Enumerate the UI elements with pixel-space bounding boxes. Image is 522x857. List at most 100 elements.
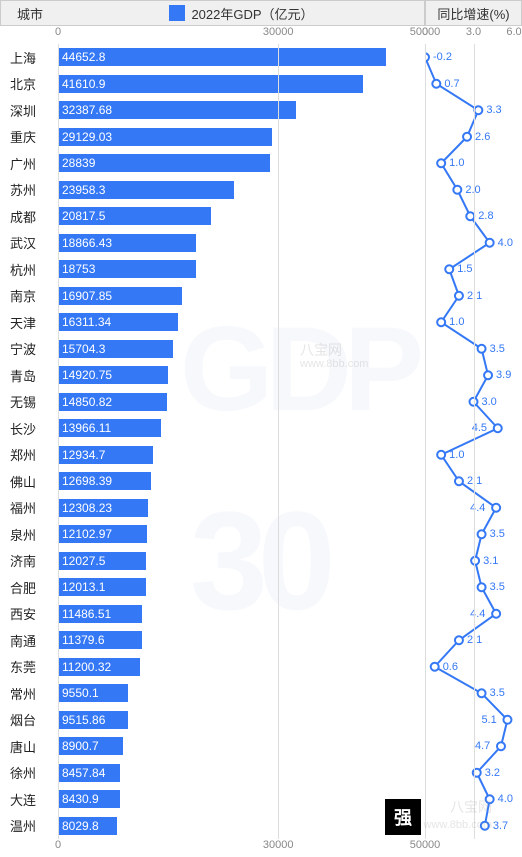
bar-row: 徐州8457.84 — [0, 760, 425, 787]
city-label: 重庆 — [0, 127, 58, 146]
growth-point — [437, 318, 445, 326]
growth-point-label: 1.0 — [449, 316, 464, 328]
bar: 12308.23 — [58, 499, 148, 517]
right-header: 同比增速(%) — [425, 0, 522, 26]
city-label: 西安 — [0, 604, 58, 623]
bar-container: 8430.9 — [58, 790, 425, 808]
bar-value: 14920.75 — [62, 368, 112, 382]
growth-point-label: 3.1 — [483, 555, 498, 567]
growth-point — [432, 80, 440, 88]
bar-value: 41610.9 — [62, 77, 105, 91]
bar: 12102.97 — [58, 525, 147, 543]
city-label: 泉州 — [0, 525, 58, 544]
city-label: 广州 — [0, 154, 58, 173]
bar: 16907.85 — [58, 287, 182, 305]
growth-point — [445, 265, 453, 273]
growth-point — [478, 345, 486, 353]
bar-value: 15704.3 — [62, 342, 105, 356]
growth-point-label: 0.7 — [444, 78, 459, 90]
bar-container: 13966.11 — [58, 419, 425, 437]
bar: 16311.34 — [58, 313, 178, 331]
bar-axis-tick: 30000 — [263, 839, 294, 851]
growth-point-label: 4.4 — [470, 608, 485, 620]
bar: 12698.39 — [58, 472, 151, 490]
bar: 8430.9 — [58, 790, 120, 808]
bar-value: 9550.1 — [62, 686, 99, 700]
bar-value: 8457.84 — [62, 766, 105, 780]
growth-point — [492, 610, 500, 618]
bar-row: 深圳32387.68 — [0, 97, 425, 124]
growth-point — [494, 424, 502, 432]
growth-point — [497, 742, 505, 750]
growth-axis-tick: 6.0 — [506, 26, 521, 38]
growth-polyline — [425, 57, 507, 826]
city-label: 杭州 — [0, 260, 58, 279]
bar-row: 南通11379.6 — [0, 627, 425, 654]
bar-row: 杭州 18753 — [0, 256, 425, 283]
city-label: 苏州 — [0, 180, 58, 199]
bar-value: 44652.8 — [62, 50, 105, 64]
bar-row: 西安11486.51 — [0, 601, 425, 628]
bar-container: 11379.6 — [58, 631, 425, 649]
city-label: 烟台 — [0, 710, 58, 729]
bar-value: 12308.23 — [62, 501, 112, 515]
growth-point-label: -0.2 — [433, 51, 452, 63]
bar-value: 12102.97 — [62, 527, 112, 541]
city-label: 常州 — [0, 684, 58, 703]
growth-point-label: 4.4 — [470, 502, 485, 514]
bar-row: 长沙13966.11 — [0, 415, 425, 442]
city-label: 宁波 — [0, 339, 58, 358]
growth-point-label: 2.1 — [467, 290, 482, 302]
bar-row: 常州 9550.1 — [0, 680, 425, 707]
bar-row: 广州28839 — [0, 150, 425, 177]
growth-point-label: 0.6 — [443, 661, 458, 673]
bar-row: 无锡14850.82 — [0, 389, 425, 416]
site-watermark-url-2: www.8bb.com — [424, 819, 492, 831]
city-label: 深圳 — [0, 101, 58, 120]
bar-value: 8430.9 — [62, 792, 99, 806]
bar-container: 16907.85 — [58, 287, 425, 305]
growth-point-label: 3.3 — [486, 104, 501, 116]
bar-row: 烟台9515.86 — [0, 707, 425, 734]
bar-container: 23958.3 — [58, 181, 425, 199]
growth-point-label: 3.7 — [493, 820, 508, 832]
growth-point — [455, 292, 463, 300]
city-label: 武汉 — [0, 233, 58, 252]
growth-axis-tick: 3.0 — [466, 26, 481, 38]
bar-container: 14920.75 — [58, 366, 425, 384]
bar-row: 重庆29129.03 — [0, 124, 425, 151]
site-watermark-url-1: www.8bb.com — [300, 358, 368, 370]
growth-point-label: 2.1 — [467, 634, 482, 646]
bar-container: 16311.34 — [58, 313, 425, 331]
bar: 18866.43 — [58, 234, 196, 252]
bar-value: 8900.7 — [62, 739, 99, 753]
bar-container: 12308.23 — [58, 499, 425, 517]
gridline — [278, 44, 279, 839]
city-label: 佛山 — [0, 472, 58, 491]
bar-container: 11486.51 — [58, 605, 425, 623]
bar-container: 12013.1 — [58, 578, 425, 596]
city-label: 温州 — [0, 816, 58, 835]
bar-container: 12698.39 — [58, 472, 425, 490]
bar: 8900.7 — [58, 737, 123, 755]
bar: 41610.9 — [58, 75, 363, 93]
growth-point — [478, 530, 486, 538]
city-label: 无锡 — [0, 392, 58, 411]
bar: 11200.32 — [58, 658, 140, 676]
city-label: 上海 — [0, 48, 58, 67]
bar-row: 唐山 8900.7 — [0, 733, 425, 760]
bar-row: 福州12308.23 — [0, 495, 425, 522]
bar-container: 8029.8 — [58, 817, 425, 835]
growth-point-label: 3.9 — [496, 369, 511, 381]
bar: 23958.3 — [58, 181, 234, 199]
site-watermark-1: 八宝网 — [300, 340, 342, 360]
bar-value: 11200.32 — [62, 660, 111, 674]
bar: 12027.5 — [58, 552, 146, 570]
bar: 44652.8 — [58, 48, 386, 66]
growth-point-label: 4.0 — [498, 793, 513, 805]
bar-value: 18753 — [62, 262, 95, 276]
city-label: 唐山 — [0, 737, 58, 756]
legend-color-box — [169, 5, 185, 21]
chart-container: 城市 2022年GDP（亿元） 03000050000 GDP 30 上海446… — [0, 0, 522, 857]
bar-value: 12934.7 — [62, 448, 105, 462]
